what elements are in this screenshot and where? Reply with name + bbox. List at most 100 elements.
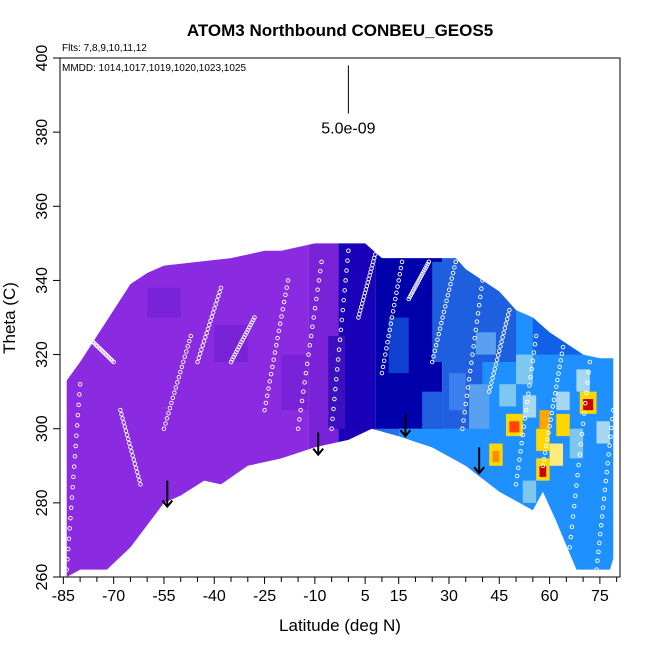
- flight-point: [135, 473, 141, 479]
- flight-point: [394, 290, 399, 296]
- heat-cell: [583, 399, 594, 411]
- flight-point: [491, 371, 496, 376]
- flight-point: [74, 423, 80, 428]
- y-tick-label: 280: [34, 489, 51, 516]
- heat-band: [398, 428, 483, 540]
- flight-point: [586, 370, 591, 375]
- flight-point: [175, 380, 180, 385]
- heat-cell: [448, 373, 466, 411]
- arrow-head: [161, 499, 174, 509]
- flight-point: [316, 278, 322, 283]
- x-axis-label: Latitude (deg N): [279, 616, 401, 635]
- flight-point: [272, 350, 278, 355]
- flight-point: [557, 364, 562, 370]
- flight-point: [252, 315, 257, 320]
- flight-point: [433, 343, 439, 348]
- flight-point: [66, 557, 70, 562]
- flight-point: [531, 350, 537, 355]
- heat-cell: [522, 480, 537, 503]
- y-tick-label: 260: [34, 564, 51, 591]
- flight-point: [299, 398, 305, 404]
- flight-point: [372, 252, 378, 257]
- flight-point: [218, 285, 224, 291]
- heat-band: [532, 298, 614, 355]
- flight-point: [432, 348, 438, 354]
- flight-point: [195, 359, 200, 365]
- flight-point: [598, 531, 603, 537]
- flight-point: [173, 385, 179, 390]
- flight-point: [431, 354, 436, 359]
- flight-point: [169, 400, 174, 406]
- flight-point: [125, 436, 131, 442]
- flight-point: [453, 259, 458, 265]
- x-tick-label: 5: [361, 588, 370, 605]
- flight-point: [543, 443, 549, 449]
- y-axis: 260 280 300 320 340 360 380 400: [34, 45, 60, 591]
- flight-point: [478, 294, 483, 300]
- flight-point: [426, 259, 432, 265]
- flight-point: [284, 285, 289, 290]
- flight-point: [479, 286, 484, 291]
- flight-point: [573, 493, 578, 499]
- flight-point: [383, 352, 388, 357]
- flight-point: [493, 362, 499, 367]
- heat-cell: [281, 354, 309, 411]
- flight-point: [77, 392, 82, 397]
- flight-point: [70, 484, 75, 490]
- flight-point: [274, 343, 279, 348]
- flight-point: [196, 355, 202, 361]
- x-tick-label: 60: [541, 588, 559, 605]
- dates-note: MMDD: 1014,1017,1019,1020,1023,1025: [62, 63, 246, 74]
- scale-bar-label: 5.0e-09: [321, 121, 375, 138]
- flight-point: [541, 456, 547, 462]
- flight-point: [319, 259, 324, 265]
- heat-cell: [569, 428, 584, 459]
- flight-point: [295, 426, 301, 431]
- scale-bar: 5.0e-09: [321, 65, 376, 138]
- flight-point: [584, 390, 589, 396]
- flight-point: [550, 404, 556, 409]
- flight-point: [86, 335, 91, 340]
- flight-point: [501, 330, 507, 335]
- flight-point: [301, 389, 306, 394]
- flight-point: [336, 347, 342, 352]
- flight-point: [474, 319, 480, 324]
- flight-point: [303, 370, 309, 376]
- heat-cell: [499, 384, 517, 407]
- flight-point: [345, 258, 350, 263]
- flight-point: [462, 409, 467, 415]
- flight-point: [329, 426, 334, 431]
- flight-point: [548, 417, 553, 422]
- flight-point: [137, 477, 142, 483]
- flight-point: [521, 424, 527, 429]
- flight-point: [437, 326, 443, 331]
- flight-point: [519, 440, 524, 446]
- flight-point: [262, 407, 267, 413]
- flight-point: [138, 482, 143, 487]
- heat-cell: [536, 428, 550, 451]
- flight-point: [598, 523, 604, 528]
- flight-point: [388, 321, 394, 326]
- flight-point: [569, 524, 575, 529]
- flight-point: [209, 314, 215, 319]
- arrow-head: [312, 448, 324, 457]
- x-tick-label: 30: [440, 588, 458, 605]
- flight-point: [545, 437, 550, 442]
- flight-point: [197, 351, 203, 356]
- x-tick-label: 75: [591, 588, 609, 605]
- heat-cell: [469, 384, 490, 429]
- flight-point: [67, 526, 72, 531]
- flight-point: [205, 326, 211, 332]
- flight-point: [450, 270, 456, 276]
- flight-point: [120, 416, 125, 421]
- flight-point: [497, 348, 502, 354]
- flight-point: [134, 469, 140, 475]
- flight-point: [176, 374, 182, 380]
- flight-point: [523, 407, 529, 413]
- flight-point: [533, 333, 539, 339]
- flight-point: [529, 366, 534, 372]
- flight-point: [387, 327, 392, 333]
- y-tick-label: 360: [34, 193, 51, 220]
- flight-point: [69, 495, 75, 500]
- flight-point: [72, 454, 78, 459]
